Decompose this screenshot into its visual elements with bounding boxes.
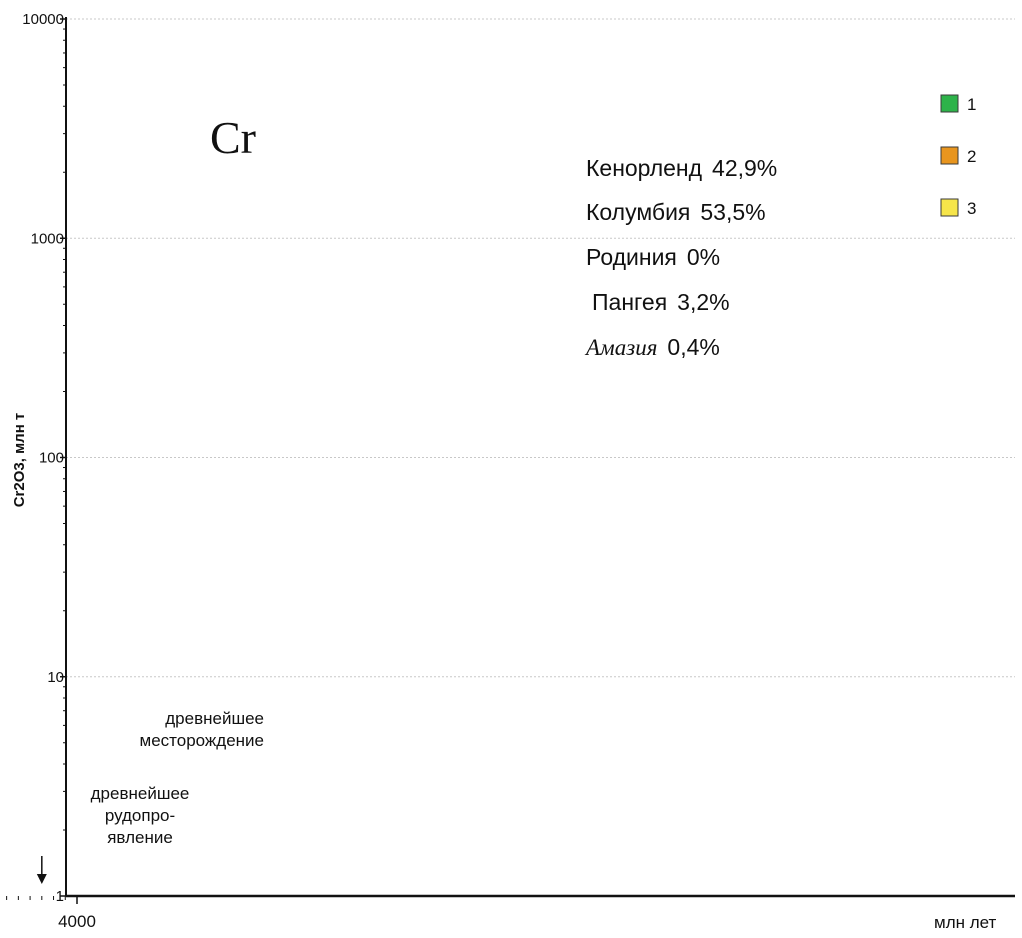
annotation-1: древнейшее месторождение <box>140 709 265 750</box>
x-tick-label: 4000 <box>58 912 96 931</box>
annotation-arrow-head <box>36 874 47 884</box>
supercontinent-shares: Кенорленд 42,9% Колумбия 53,5% Родиния 0% Панг… <box>584 155 777 360</box>
grid-lines <box>66 18 1015 678</box>
share-value: 42,9% <box>712 155 777 181</box>
share-name: Пангея <box>592 289 667 315</box>
share-1: Кенорленд 42,9% <box>586 155 777 181</box>
legend-label-2: 2 <box>967 147 976 166</box>
y-tick-label: 1 <box>56 888 64 905</box>
y-tick-label: 1000 <box>31 230 64 247</box>
annotation-2: древнейшее рудопро-явление <box>36 784 190 884</box>
legend-swatch-3 <box>940 198 959 217</box>
legend-label-3: 3 <box>967 199 976 218</box>
annotation-line: рудопро- <box>105 806 175 825</box>
share-2: Колумбия 53,5% <box>586 199 766 225</box>
x-axis-unit-label: млн лет <box>934 913 997 932</box>
chart-title: Cr <box>210 112 256 163</box>
annotation-line: явление <box>107 828 173 847</box>
share-name: Колумбия <box>586 199 690 225</box>
legend: 1 2 3 <box>940 94 976 218</box>
annotations: древнейшее месторождение древнейшее рудопро… <box>36 709 265 884</box>
share-3: Родиния 0% <box>586 244 720 270</box>
share-name: Родиния <box>586 244 677 270</box>
y-tick-label: 100 <box>39 450 64 467</box>
legend-swatch-1 <box>940 94 959 113</box>
y-axis-label: Cr2O3, млн т <box>11 413 28 508</box>
y-tick-label: 10 <box>47 669 64 686</box>
share-value: 3,2% <box>677 289 729 315</box>
share-value: 53,5% <box>700 199 765 225</box>
annotation-line: древнейшее <box>165 709 264 728</box>
share-value: 0% <box>687 244 720 270</box>
share-5: Амазия 0,4% <box>584 334 720 360</box>
annotation-line: древнейшее <box>91 784 190 803</box>
y-tick-label: 10000 <box>22 11 64 28</box>
annotation-line: месторождение <box>140 731 265 750</box>
legend-swatch-2 <box>940 146 959 165</box>
axes: 1101001000100004000350030002500200015001… <box>6 11 1015 931</box>
legend-label-1: 1 <box>967 95 976 114</box>
share-4: Пангея 3,2% <box>592 289 730 315</box>
share-value: 0,4% <box>667 334 719 360</box>
share-name: Кенорленд <box>586 155 703 181</box>
share-name: Амазия <box>584 335 657 360</box>
